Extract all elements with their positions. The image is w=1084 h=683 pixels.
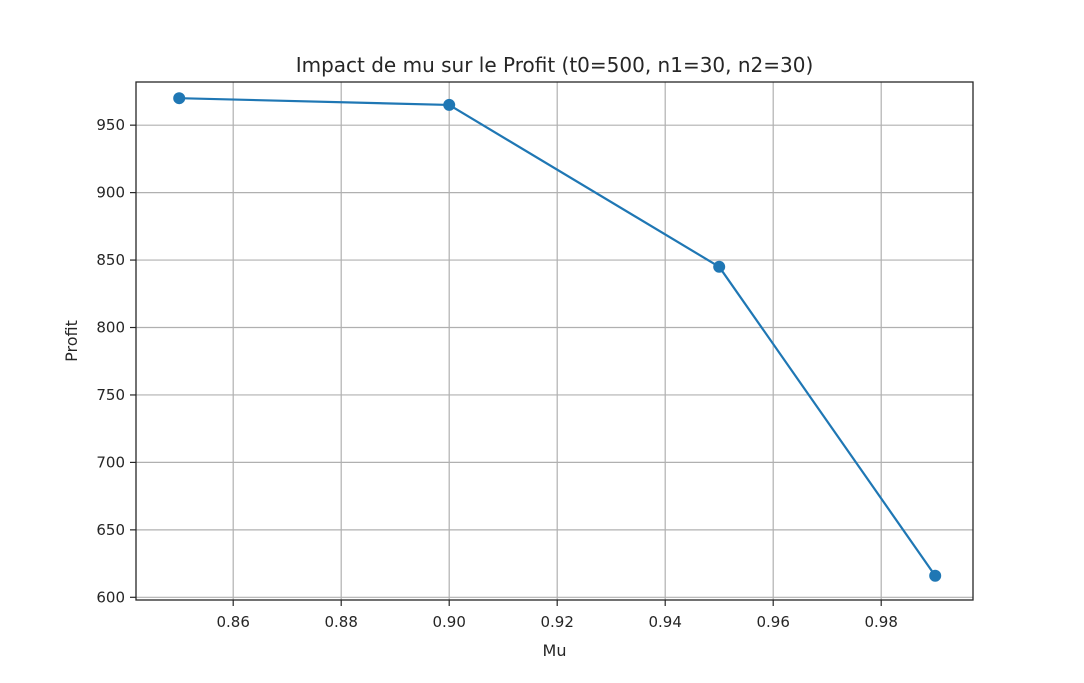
y-tick-label: 650 <box>96 521 125 539</box>
y-axis-label: Profit <box>62 320 81 362</box>
x-tick-label: 0.96 <box>756 613 789 631</box>
y-tick-label: 900 <box>96 184 125 202</box>
data-series <box>173 92 942 582</box>
y-tick-label: 750 <box>96 386 125 404</box>
x-tick-label: 0.88 <box>324 613 357 631</box>
x-tick-label: 0.92 <box>540 613 573 631</box>
y-tick-label: 800 <box>96 319 125 337</box>
chart-title: Impact de mu sur le Profit (t0=500, n1=3… <box>296 53 814 77</box>
grid <box>136 82 973 600</box>
data-point <box>443 98 456 111</box>
data-point <box>713 260 726 273</box>
x-tick-label: 0.94 <box>648 613 681 631</box>
axis-ticks: 0.86 0.88 0.90 0.92 0.94 0.96 0.98 600 650 700 750… <box>96 116 898 631</box>
plot-frame <box>135 81 974 601</box>
y-tick-label: 700 <box>96 453 125 471</box>
y-tick-label: 850 <box>96 251 125 269</box>
data-point <box>929 569 942 582</box>
y-tick-label: 950 <box>96 116 125 134</box>
x-axis-label: Mu <box>543 641 567 660</box>
x-tick-label: 0.86 <box>216 613 249 631</box>
x-tick-label: 0.90 <box>432 613 465 631</box>
x-tick-label: 0.98 <box>864 613 897 631</box>
y-tick-label: 600 <box>96 588 125 606</box>
series-line <box>179 97 937 577</box>
data-point <box>173 92 186 105</box>
